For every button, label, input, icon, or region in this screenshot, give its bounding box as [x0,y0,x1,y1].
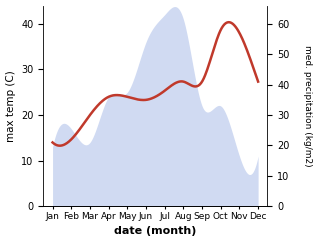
Y-axis label: max temp (C): max temp (C) [5,70,16,142]
Y-axis label: med. precipitation (kg/m2): med. precipitation (kg/m2) [303,45,313,167]
X-axis label: date (month): date (month) [114,227,197,236]
